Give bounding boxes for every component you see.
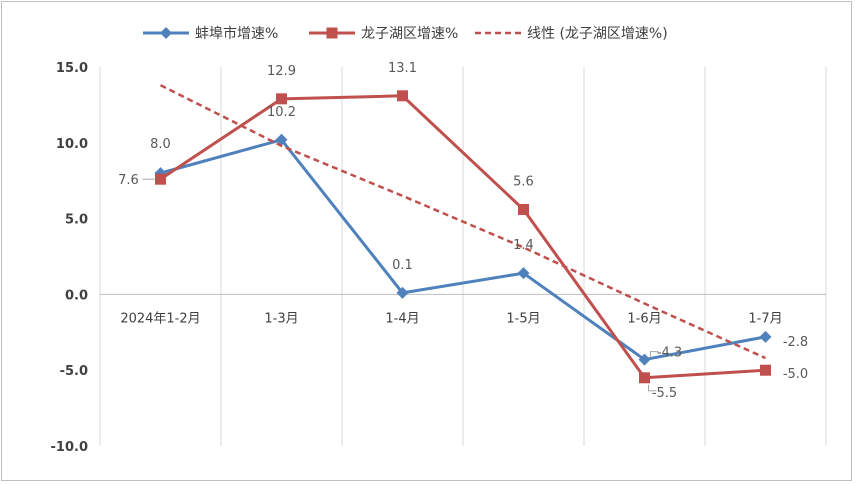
data-label: 10.2: [267, 105, 296, 120]
x-tick-label: 1-5月: [506, 311, 540, 326]
x-tick-label: 2024年1-2月: [120, 311, 200, 326]
data-label: 5.6: [513, 175, 534, 190]
data-label: -5.5: [652, 386, 677, 401]
data-label: 13.1: [388, 61, 417, 76]
data-label: -5.0: [783, 367, 808, 382]
y-tick-label: -10.0: [51, 440, 88, 455]
gridlines: [99, 67, 827, 446]
series-line-0: [160, 138, 766, 362]
series-layer: [154, 84, 772, 384]
data-point: [638, 353, 651, 366]
y-tick-label: 0.0: [65, 288, 88, 303]
data-point: [639, 372, 650, 384]
y-tick-label: 5.0: [65, 213, 88, 228]
y-tick-label: 10.0: [56, 137, 88, 152]
data-label: 0.1: [392, 258, 413, 273]
data-label: 1.4: [513, 238, 534, 253]
legend-label: 蚌埠市增速%: [195, 25, 278, 42]
data-point: [759, 330, 772, 343]
data-point: [760, 364, 771, 376]
data-point: [155, 173, 166, 185]
y-tick-label: 15.0: [56, 61, 88, 76]
series-line-1: [159, 94, 766, 380]
legend-label: 线性 (龙子湖区增速%): [527, 26, 668, 42]
x-tick-label: 1-3月: [264, 311, 298, 326]
x-tick-label: 1-7月: [748, 311, 782, 326]
x-tick-label: 1-4月: [385, 311, 419, 326]
legend-marker: [160, 27, 172, 39]
data-point: [517, 267, 530, 280]
data-label: -4.3: [657, 346, 682, 361]
leader-line: [650, 351, 659, 358]
legend: 蚌埠市增速% 龙子湖区增速% 线性 (龙子湖区增速%): [143, 25, 668, 42]
legend-label: 龙子湖区增速%: [361, 26, 458, 42]
data-point: [397, 90, 408, 102]
legend-marker: [326, 27, 338, 39]
data-label: 12.9: [267, 64, 296, 79]
series-line-2: [159, 84, 767, 360]
data-point: [275, 133, 288, 146]
axes: 15.0 10.0 5.0 0.0 -5.0 -10.0 2024年1-2月 1-3月 1-4月…: [51, 61, 826, 455]
data-label: 8.0: [150, 137, 171, 152]
data-label: -2.8: [783, 335, 808, 350]
data-label: 7.6: [118, 173, 139, 188]
y-tick-label: -5.0: [60, 364, 88, 379]
data-point: [396, 286, 409, 299]
data-labels: 8.0 10.2 0.1 1.4 -4.3 -2.8 7.6 12.9 13.1 5.6 -5.5 -…: [118, 61, 808, 401]
data-point: [518, 204, 529, 216]
leader-line: [648, 384, 657, 392]
x-tick-label: 1-6月: [627, 311, 661, 326]
data-point: [276, 93, 287, 105]
